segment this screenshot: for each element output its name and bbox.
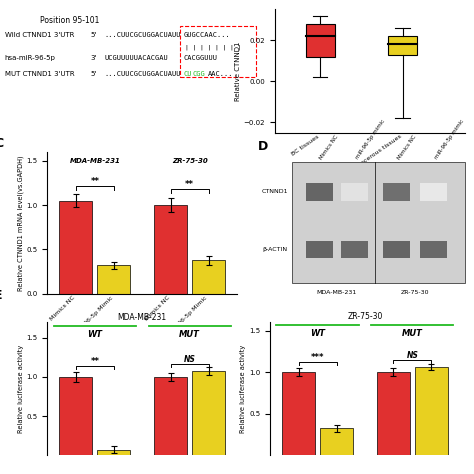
Bar <box>306 183 333 201</box>
Text: Mimics NC: Mimics NC <box>396 134 417 160</box>
Text: miR-96-5p mimic: miR-96-5p mimic <box>434 118 465 160</box>
Text: Mimics NC: Mimics NC <box>319 134 339 160</box>
Bar <box>306 241 333 258</box>
Bar <box>154 377 187 455</box>
Text: C: C <box>0 137 3 150</box>
Bar <box>59 201 92 294</box>
Text: UCGUUUUUACACGAU: UCGUUUUUACACGAU <box>104 55 168 61</box>
Text: ZR-75-30: ZR-75-30 <box>401 290 429 295</box>
Bar <box>341 241 368 258</box>
Text: **: ** <box>91 357 99 366</box>
Bar <box>388 36 417 55</box>
Bar <box>97 449 130 455</box>
Y-axis label: Relative luciferase activity: Relative luciferase activity <box>18 345 24 433</box>
Text: MUT: MUT <box>402 329 423 338</box>
Text: CU: CU <box>184 71 192 77</box>
Bar <box>192 371 225 455</box>
Text: 5': 5' <box>90 32 96 37</box>
Bar <box>154 205 187 294</box>
Bar <box>377 372 410 455</box>
Text: ...CUUCGCUGGACUAUU: ...CUUCGCUGGACUAUU <box>104 71 181 77</box>
Text: NS: NS <box>406 351 419 360</box>
Text: MDA-MB-231: MDA-MB-231 <box>69 158 120 164</box>
Text: CTNND1: CTNND1 <box>261 189 288 194</box>
Y-axis label: Relative CTNND1: Relative CTNND1 <box>235 41 241 101</box>
Bar <box>292 162 465 283</box>
Text: CGG: CGG <box>192 71 205 77</box>
Text: ...CUUCGCUGGACUAUU: ...CUUCGCUGGACUAUU <box>104 32 181 37</box>
Text: AAC...: AAC... <box>208 71 233 77</box>
Text: E: E <box>0 289 3 302</box>
Bar <box>282 372 315 455</box>
Text: **: ** <box>91 177 99 186</box>
Bar <box>420 241 447 258</box>
Text: | | | | | | | |: | | | | | | | | <box>185 45 242 50</box>
Text: NS: NS <box>183 355 196 364</box>
Text: β-ACTIN: β-ACTIN <box>263 247 288 252</box>
Bar <box>383 241 410 258</box>
Text: ZR-75-30: ZR-75-30 <box>347 312 383 320</box>
Text: MUT: MUT <box>179 330 200 339</box>
Text: Wild CTNND1 3'UTR: Wild CTNND1 3'UTR <box>5 32 74 37</box>
Text: WT: WT <box>87 330 102 339</box>
Bar <box>97 265 130 294</box>
Text: MDA-MB-231: MDA-MB-231 <box>317 290 357 295</box>
Text: 3': 3' <box>90 55 96 61</box>
Bar <box>306 24 335 57</box>
Text: 5': 5' <box>90 71 96 77</box>
Text: D: D <box>258 140 268 153</box>
Text: miR-96-5p mimic: miR-96-5p mimic <box>355 118 386 160</box>
Text: WT: WT <box>310 329 325 338</box>
Text: ZR-75-30: ZR-75-30 <box>172 158 208 164</box>
Bar <box>383 183 410 201</box>
Bar <box>341 183 368 201</box>
Text: hsa-miR-96-5p: hsa-miR-96-5p <box>5 55 55 61</box>
Text: CACGGUUU: CACGGUUU <box>184 55 218 61</box>
Y-axis label: Relative luciferase activity: Relative luciferase activity <box>240 345 246 433</box>
Text: MUT CTNND1 3'UTR: MUT CTNND1 3'UTR <box>5 71 74 77</box>
Bar <box>420 183 447 201</box>
Bar <box>59 377 92 455</box>
Text: **: ** <box>185 180 194 189</box>
Bar <box>192 260 225 294</box>
Text: ***: *** <box>311 353 324 362</box>
Bar <box>320 428 353 455</box>
Text: MDA-MB-231: MDA-MB-231 <box>118 313 167 322</box>
Y-axis label: Relative CTNND1 mRNA level(vs.GAPDH): Relative CTNND1 mRNA level(vs.GAPDH) <box>17 155 24 291</box>
Text: Position 95-101: Position 95-101 <box>40 16 100 25</box>
Bar <box>415 367 448 455</box>
Text: GUGCCAAC...: GUGCCAAC... <box>184 32 230 37</box>
